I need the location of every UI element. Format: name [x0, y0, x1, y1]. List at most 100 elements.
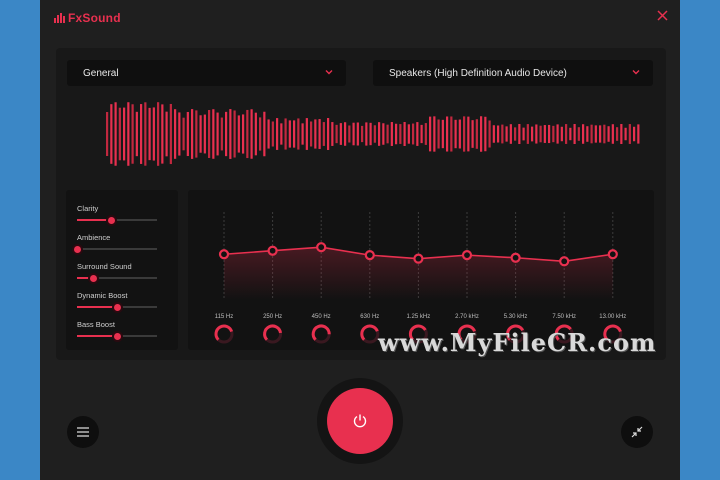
eq-band-knob[interactable] — [214, 324, 234, 344]
waveform-bar — [539, 125, 542, 143]
waveform-bar — [110, 104, 113, 164]
effect-slider-row: Dynamic Boost — [77, 291, 157, 313]
effect-slider[interactable] — [72, 244, 157, 255]
eq-band-handle[interactable] — [364, 250, 375, 261]
waveform-bar — [378, 122, 381, 146]
effect-slider-fill — [77, 335, 117, 337]
waveform-bar — [263, 111, 266, 157]
waveform-bar — [637, 124, 640, 144]
eq-band-knob[interactable] — [408, 324, 428, 344]
waveform-bar — [118, 107, 121, 161]
waveform-bar — [297, 118, 300, 150]
effect-slider-knob[interactable] — [72, 244, 83, 255]
waveform-bar — [492, 125, 495, 143]
waveform-bar — [616, 127, 619, 141]
waveform-bar — [531, 126, 534, 142]
waveform-bar — [548, 124, 551, 144]
waveform-bar — [339, 123, 342, 145]
close-icon — [657, 10, 668, 21]
eq-band-knob[interactable] — [263, 324, 283, 344]
waveform-bar — [237, 115, 240, 153]
waveform-bar — [157, 102, 160, 166]
waveform-bar — [310, 121, 313, 147]
watermark: www.MyFileCR.com — [378, 328, 657, 357]
effect-slider[interactable] — [77, 302, 157, 313]
effect-slider[interactable] — [77, 331, 157, 342]
eq-band-knob[interactable] — [603, 324, 623, 344]
waveform-bar — [212, 109, 215, 159]
eq-band-knob[interactable] — [554, 324, 574, 344]
eq-band-knob[interactable] — [311, 324, 331, 344]
waveform-bar — [233, 110, 236, 158]
waveform-bar — [225, 111, 228, 157]
waveform-bar — [599, 125, 602, 143]
waveform-bar — [569, 127, 572, 141]
waveform-bar — [293, 120, 296, 148]
effect-slider[interactable] — [77, 215, 157, 226]
waveform-bar — [199, 115, 202, 153]
effect-slider[interactable] — [77, 273, 157, 284]
menu-button[interactable] — [67, 416, 99, 448]
power-button[interactable] — [327, 388, 393, 454]
waveform-bar — [603, 124, 606, 144]
waveform-bar — [577, 127, 580, 141]
waveform-bar — [407, 124, 410, 144]
eq-band-handle[interactable] — [461, 250, 473, 261]
effect-slider-knob[interactable] — [88, 273, 99, 284]
waveform-bar — [178, 112, 181, 156]
effect-slider-knob[interactable] — [112, 331, 123, 342]
waveform-bar — [242, 114, 245, 154]
close-button[interactable] — [657, 9, 668, 25]
eq-band-knob[interactable] — [506, 324, 526, 344]
waveform-bar — [131, 104, 134, 164]
waveform-bar — [301, 123, 304, 145]
waveform-bar — [344, 122, 347, 146]
eq-band-handle[interactable] — [607, 249, 618, 260]
waveform-bar — [369, 122, 372, 146]
effect-label: Clarity — [77, 204, 99, 213]
effect-slider-knob[interactable] — [112, 302, 123, 313]
waveform-bar — [505, 126, 508, 142]
effect-slider-knob[interactable] — [105, 215, 117, 226]
waveform-bar — [382, 123, 385, 145]
waveform-bar — [152, 107, 155, 161]
waveform-bar — [450, 116, 453, 152]
waveform-bar — [594, 125, 597, 143]
output-device-dropdown[interactable]: Speakers (High Definition Audio Device) — [373, 60, 653, 86]
waveform-bar — [535, 124, 538, 144]
waveform-bar — [560, 126, 563, 142]
waveform-bar — [284, 118, 287, 150]
waveform-bar — [552, 125, 555, 143]
waveform-bar — [203, 114, 206, 154]
waveform-bar — [114, 102, 117, 166]
waveform-bar — [123, 107, 126, 161]
eq-band-handle[interactable] — [510, 252, 521, 263]
eq-band-label: 115 Hz — [214, 314, 234, 320]
effect-slider-row: Surround Sound — [77, 262, 157, 284]
eq-band-label: 630 Hz — [360, 314, 380, 320]
chevron-down-icon — [632, 70, 640, 75]
waveform-bar — [246, 109, 249, 159]
waveform-bar — [365, 122, 368, 146]
eq-band-knob[interactable] — [360, 324, 380, 344]
waveform-bar — [582, 124, 585, 144]
waveform-bar — [433, 116, 436, 152]
effect-label: Dynamic Boost — [77, 291, 128, 300]
eq-band-handle[interactable] — [267, 245, 278, 256]
preset-dropdown[interactable]: General — [67, 60, 346, 86]
minimize-button[interactable] — [621, 416, 653, 448]
waveform-bar — [611, 124, 614, 144]
eq-band-handle[interactable] — [218, 249, 230, 260]
waveform-bar — [127, 102, 130, 166]
waveform-bar — [471, 120, 474, 148]
eq-band-handle[interactable] — [316, 242, 327, 253]
waveform-bar — [480, 116, 483, 152]
waveform-bar — [624, 127, 627, 141]
eq-band-knob[interactable] — [457, 324, 477, 344]
eq-band-handle[interactable] — [413, 253, 424, 264]
brand-name: FxSound — [68, 11, 121, 25]
waveform-bar — [497, 125, 500, 143]
waveform-bar — [106, 112, 109, 156]
eq-band-handle[interactable] — [559, 256, 570, 267]
waveform-bar — [348, 125, 351, 143]
